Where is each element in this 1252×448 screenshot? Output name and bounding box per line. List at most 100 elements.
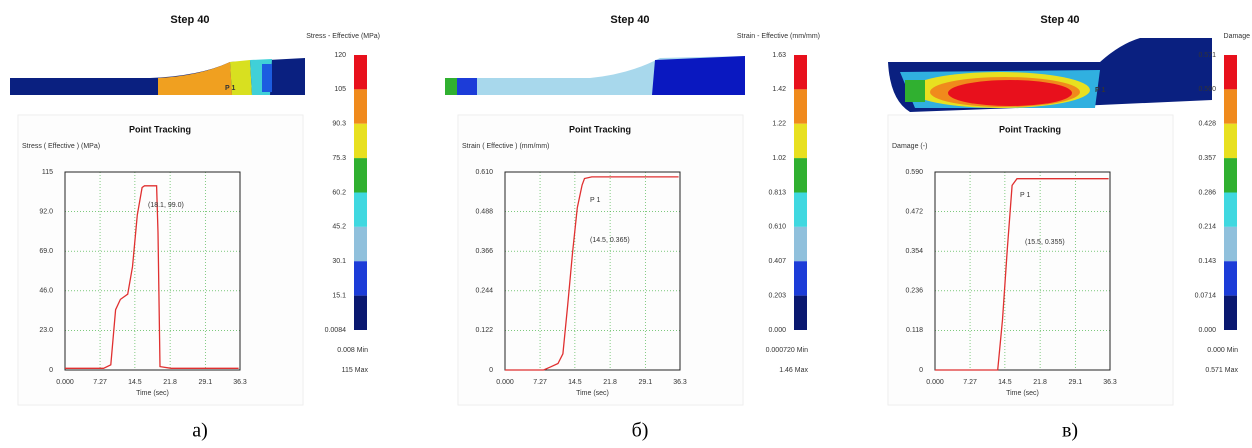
panel: Step 40Strain - Effective (mm/mm)1.631.4…	[445, 14, 820, 442]
min-label: 0.000 Min	[1207, 347, 1238, 354]
y-tick-label: 0.472	[905, 208, 923, 215]
x-axis-label: Time (sec)	[576, 390, 609, 397]
x-tick-label: 29.1	[198, 379, 212, 386]
annotation: (15.5, 0.355)	[1025, 239, 1065, 246]
x-tick-label: 14.5	[568, 379, 582, 386]
x-tick-label: 7.27	[93, 379, 107, 386]
colorbar-band	[794, 124, 807, 158]
colorbar-band	[1224, 227, 1237, 261]
caption: а)	[192, 420, 208, 442]
x-tick-label: 14.5	[998, 379, 1012, 386]
colorbar-band	[1224, 55, 1237, 89]
colorbar-label: 0.0714	[1195, 292, 1217, 299]
chart-title: Point Tracking	[129, 124, 191, 134]
colorbar-label: 0.143	[1198, 258, 1216, 265]
x-tick-label: 29.1	[638, 379, 652, 386]
colorbar-band	[1224, 193, 1237, 227]
colorbar-band	[794, 89, 807, 123]
legend-title: Damage	[1224, 33, 1251, 40]
y-tick-label: 0.236	[905, 288, 923, 295]
colorbar-label: 45.2	[332, 224, 346, 231]
chart-box	[888, 115, 1173, 405]
chart-title: Point Tracking	[569, 124, 631, 134]
chart-title: Point Tracking	[999, 124, 1061, 134]
y-tick-label: 0	[919, 367, 923, 374]
colorbar-band	[354, 261, 367, 295]
y-tick-label: 46.0	[39, 288, 53, 295]
y-tick-label: 0.366	[475, 248, 493, 255]
y-tick-label: 0.610	[475, 169, 493, 176]
annotation: P 1	[1020, 192, 1030, 199]
colorbar-label: 0.286	[1198, 189, 1216, 196]
min-label: 0.000720 Min	[766, 347, 809, 354]
x-tick-label: 7.27	[963, 379, 977, 386]
y-axis-label: Damage (-)	[892, 143, 927, 150]
x-tick-label: 0.000	[496, 379, 514, 386]
x-axis-label: Time (sec)	[1006, 390, 1039, 397]
annotation: (14.5, 0.365)	[590, 237, 630, 244]
colorbar-band	[1224, 261, 1237, 295]
colorbar-band	[1224, 89, 1237, 123]
colorbar-label: 120	[334, 52, 346, 59]
x-tick-label: 36.3	[1103, 379, 1117, 386]
x-tick-label: 36.3	[233, 379, 247, 386]
colorbar-label: 1.02	[772, 155, 786, 162]
y-tick-label: 0.118	[906, 327, 923, 334]
colorbar-label: 0.407	[768, 258, 786, 265]
colorbar-label: 0.813	[768, 189, 786, 196]
x-tick-label: 36.3	[673, 379, 687, 386]
colorbar-band	[1224, 158, 1237, 192]
x-tick-label: 7.27	[533, 379, 547, 386]
caption: б)	[632, 420, 649, 442]
colorbar-label: 0.571	[1198, 52, 1216, 59]
y-tick-label: 23.0	[39, 327, 53, 334]
zone	[158, 62, 232, 95]
y-tick-label: 0.488	[475, 208, 493, 215]
colorbar-label: 90.3	[332, 121, 346, 128]
zone	[948, 80, 1072, 106]
colorbar-label: 1.63	[772, 52, 786, 59]
zone	[445, 78, 457, 95]
colorbar-label: 1.22	[772, 121, 786, 128]
x-tick-label: 21.8	[163, 379, 177, 386]
colorbar-band	[794, 227, 807, 261]
y-tick-label: 92.0	[39, 208, 53, 215]
colorbar-label: 0.000	[1198, 327, 1216, 334]
colorbar-label: 0.428	[1198, 121, 1216, 128]
colorbar-band	[354, 158, 367, 192]
y-tick-label: 69.0	[39, 248, 53, 255]
y-tick-label: 0.244	[475, 288, 493, 295]
chart-box	[458, 115, 743, 405]
y-axis-label: Stress ( Effective ) (MPa)	[22, 143, 100, 150]
colorbar-label: 1.42	[772, 86, 786, 93]
y-tick-label: 0	[489, 367, 493, 374]
node-label: P 1	[1095, 87, 1105, 94]
colorbar-label: 105	[334, 86, 346, 93]
y-tick-label: 115	[42, 169, 53, 176]
x-axis-label: Time (sec)	[136, 390, 169, 397]
step-label: Step 40	[1040, 14, 1079, 26]
y-tick-label: 0.590	[905, 169, 923, 176]
y-tick-label: 0.354	[905, 248, 923, 255]
max-label: 1.46 Max	[779, 367, 808, 374]
y-axis-label: Strain ( Effective ) (mm/mm)	[462, 143, 549, 150]
colorbar-label: 30.1	[332, 258, 346, 265]
colorbar-label: 0.203	[768, 292, 786, 299]
annotation: (18.1, 99.0)	[148, 202, 184, 209]
colorbar-band	[794, 193, 807, 227]
max-label: 0.571 Max	[1205, 367, 1238, 374]
step-label: Step 40	[170, 14, 209, 26]
colorbar-label: 60.2	[332, 189, 346, 196]
caption: в)	[1062, 420, 1078, 442]
colorbar-band	[354, 124, 367, 158]
panel: Step 40Stress - Effective (MPa)P 1120105…	[10, 14, 380, 442]
colorbar-label: 0.000	[768, 327, 786, 334]
colorbar-band	[354, 55, 367, 89]
step-label: Step 40	[610, 14, 649, 26]
x-tick-label: 21.8	[1033, 379, 1047, 386]
x-tick-label: 29.1	[1068, 379, 1082, 386]
colorbar-band	[1224, 296, 1237, 330]
colorbar-band	[794, 55, 807, 89]
colorbar-label: 0.214	[1198, 224, 1216, 231]
